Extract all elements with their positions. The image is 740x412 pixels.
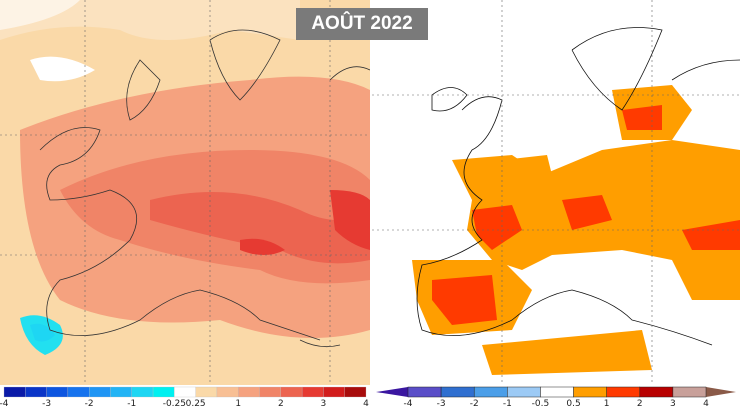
right-legend-swatch (672, 386, 707, 398)
right-legend-swatch (540, 386, 574, 398)
left-legend-tick: -1 (127, 399, 136, 408)
left-legend-swatch (238, 386, 260, 398)
left-legend-tick: -2 (85, 399, 94, 408)
left-legend-swatch (195, 386, 218, 398)
left-legend-swatch (344, 386, 367, 398)
left-legend-tick: -0.25 (163, 399, 186, 408)
right-hot-areas (432, 105, 740, 325)
left-legend-tick: 3 (321, 399, 327, 408)
left-gridlines (0, 0, 370, 385)
right-legend-tick: -3 (437, 399, 446, 408)
right-gridlines (372, 0, 740, 385)
right-legend-tick: -1 (503, 399, 512, 408)
right-arrow-swatch (706, 387, 736, 397)
right-legend-swatch (407, 386, 442, 398)
right-legend-tick: 4 (703, 399, 709, 408)
left-legend-swatch (301, 386, 324, 398)
right-legend-swatch (606, 386, 641, 398)
left-arrow-swatch (376, 387, 408, 397)
left-coastlines (39, 29, 371, 348)
right-legend-swatch (473, 386, 508, 398)
right-legend-tick: -2 (470, 399, 479, 408)
right-anomaly-map (372, 0, 740, 385)
left-legend-swatch (323, 386, 345, 398)
left-legend-tick: 4 (363, 399, 369, 408)
left-legend-tick: 2 (278, 399, 284, 408)
right-legend-swatch (573, 386, 607, 398)
left-legend-swatch (259, 386, 281, 398)
left-legend-swatch (110, 386, 132, 398)
right-legend-tick: 1 (604, 399, 610, 408)
right-colorbar: -4 -3 -2 -1 -0.5 0.5 1 2 3 4 (372, 386, 740, 409)
left-legend-swatch (89, 386, 111, 398)
left-legend-tick: 1 (235, 399, 241, 408)
left-legend-tick: -4 (0, 399, 9, 408)
right-legend-tick: 2 (637, 399, 643, 408)
left-anomaly-map (0, 0, 371, 385)
left-legend-tick: -3 (42, 399, 51, 408)
map-title: AOÛT 2022 (296, 8, 428, 40)
left-legend-swatch (131, 386, 154, 398)
left-colorbar: -4 -3 -2 -1 -0.25 0.25 1 2 3 4 (0, 386, 370, 409)
left-legend-tick: 0.25 (186, 399, 206, 408)
left-legend-swatch (3, 386, 26, 398)
left-legend-swatch (216, 386, 239, 398)
right-legend-tick: 0.5 (566, 399, 580, 408)
left-legend-swatch (152, 386, 175, 398)
left-legend-swatch (46, 386, 69, 398)
left-cool-north (0, 0, 300, 40)
right-legend-tick: 3 (670, 399, 676, 408)
right-legend-tick: -4 (404, 399, 413, 408)
right-legend-swatch (507, 386, 541, 398)
right-legend-tick: -0.5 (532, 399, 550, 408)
left-neutral-patch (30, 56, 95, 82)
right-legend-swatch (639, 386, 674, 398)
left-legend-swatch (25, 386, 47, 398)
right-coastlines (416, 27, 740, 346)
left-legend-swatch (174, 386, 196, 398)
right-legend-swatch (440, 386, 475, 398)
left-legend-swatch (280, 386, 303, 398)
left-legend-swatch (67, 386, 90, 398)
